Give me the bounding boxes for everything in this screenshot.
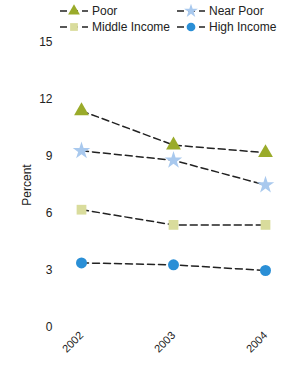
svg-text:2003: 2003 — [152, 329, 178, 355]
svg-text:3: 3 — [46, 263, 53, 277]
html-text:High Income: High Income — [209, 20, 277, 34]
svg-text:15: 15 — [39, 35, 53, 49]
html-text:Near Poor: Near Poor — [209, 4, 264, 18]
svg-text:9: 9 — [46, 149, 53, 163]
svg-text:0: 0 — [46, 320, 53, 334]
svg-text:6: 6 — [46, 206, 53, 220]
svg-text:2002: 2002 — [60, 329, 86, 355]
svg-text:Percent: Percent — [20, 164, 34, 206]
html-text:Middle Income: Middle Income — [92, 20, 170, 34]
html-text:Poor: Poor — [92, 4, 118, 18]
svg-text:12: 12 — [39, 92, 53, 106]
svg-text:2004: 2004 — [244, 329, 270, 355]
